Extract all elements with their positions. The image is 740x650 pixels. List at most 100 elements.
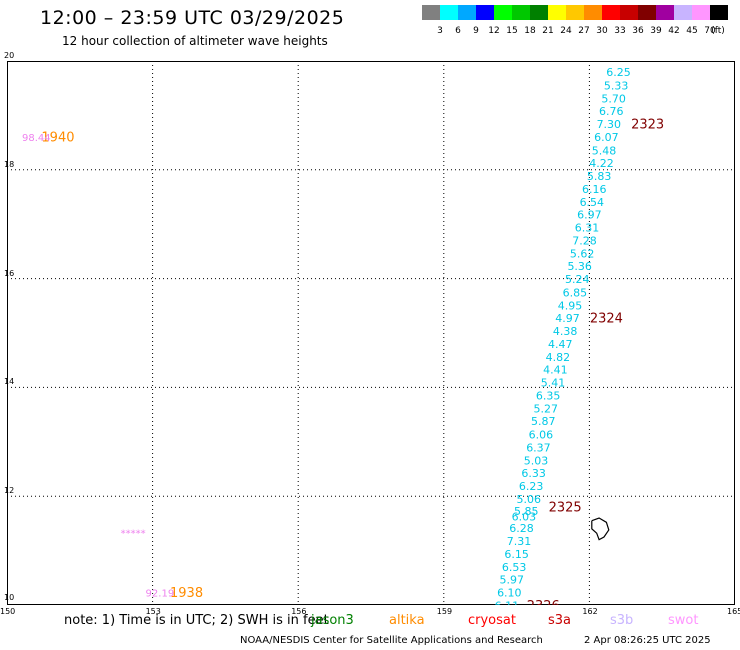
colorbar-label: 24 bbox=[560, 26, 572, 36]
swh-value: 7.28 bbox=[572, 235, 597, 248]
swh-value: 6.16 bbox=[582, 183, 607, 196]
pass-time-label: 2323 bbox=[631, 118, 664, 133]
lat-tick-label: 10 bbox=[4, 593, 15, 602]
footer-note: note: 1) Time is in UTC; 2) SWH is in fe… bbox=[64, 613, 329, 628]
swh-value: 5.83 bbox=[587, 170, 612, 183]
lon-tick-label: 162 bbox=[582, 607, 598, 616]
colorbar-swatch bbox=[494, 5, 512, 20]
colorbar-label: 30 bbox=[596, 26, 608, 36]
colorbar-swatch bbox=[602, 5, 620, 20]
colorbar-label: 15 bbox=[506, 26, 518, 36]
colorbar-swatch bbox=[620, 5, 638, 20]
swh-value: 6.10 bbox=[497, 587, 522, 600]
swh-value: 6.85 bbox=[563, 286, 588, 299]
colorbar-label: 12 bbox=[488, 26, 500, 36]
colorbar-swatch bbox=[656, 5, 674, 20]
lat-tick-label: 18 bbox=[4, 159, 15, 169]
colorbar-label: 6 bbox=[455, 26, 461, 36]
swh-value: 5.03 bbox=[524, 454, 549, 467]
colorbar-swatch bbox=[440, 5, 458, 20]
swh-value: 5.41 bbox=[541, 377, 566, 390]
swh-value: 5.24 bbox=[565, 273, 590, 286]
colorbar-label: 36 bbox=[632, 26, 644, 36]
swh-value: 6.06 bbox=[529, 428, 554, 441]
swh-value: 7.30 bbox=[597, 118, 622, 131]
swh-value: 6.76 bbox=[599, 105, 624, 118]
colorbar-label: 27 bbox=[578, 26, 590, 36]
colorbar-swatch bbox=[512, 5, 530, 20]
colorbar-label: 18 bbox=[524, 26, 536, 36]
swh-value: 6.28 bbox=[509, 522, 534, 535]
colorbar-label: 9 bbox=[473, 26, 479, 36]
swot-value: ***** bbox=[121, 529, 146, 540]
swh-value: 5.33 bbox=[604, 80, 629, 93]
swh-value: 4.82 bbox=[546, 351, 571, 364]
swh-value: 7.31 bbox=[507, 535, 532, 548]
satellite-altika: altika bbox=[389, 613, 425, 628]
swh-value: 6.97 bbox=[577, 208, 602, 221]
swh-value: 5.36 bbox=[567, 260, 592, 273]
colorbar-swatch bbox=[710, 5, 728, 20]
island-coastline bbox=[591, 517, 610, 541]
colorbar-label: 42 bbox=[668, 26, 680, 36]
pass-time-label: 2326 bbox=[527, 599, 560, 605]
colorbar-swatch bbox=[458, 5, 476, 20]
swh-value: 6.11 bbox=[495, 600, 520, 605]
colorbar-swatch bbox=[584, 5, 602, 20]
satellite-swot: swot bbox=[668, 613, 699, 628]
timestamp: 2 Apr 08:26:25 UTC 2025 bbox=[584, 635, 711, 646]
map-border bbox=[7, 61, 735, 605]
swot-value: 98.44 bbox=[22, 133, 51, 144]
lon-tick-label: 150 bbox=[0, 607, 16, 616]
colorbar-units: (ft) bbox=[711, 26, 725, 36]
colorbar-swatch bbox=[638, 5, 656, 20]
pass-time-label: 1938 bbox=[170, 586, 203, 601]
colorbar-swatch bbox=[530, 5, 548, 20]
swh-value: 6.23 bbox=[519, 480, 544, 493]
swh-value: 4.95 bbox=[558, 299, 583, 312]
swh-value: 6.33 bbox=[521, 467, 546, 480]
colorbar-label: 70 bbox=[704, 26, 716, 36]
swh-value: 6.25 bbox=[606, 66, 631, 79]
swh-value: 5.27 bbox=[533, 403, 558, 416]
swh-value: 4.47 bbox=[548, 338, 573, 351]
colorbar-label: 39 bbox=[650, 26, 662, 36]
swh-value: 6.35 bbox=[536, 390, 561, 403]
pass-time-label: 2325 bbox=[549, 501, 582, 516]
swh-value: 4.97 bbox=[555, 312, 580, 325]
colorbar-label: 33 bbox=[614, 26, 626, 36]
swh-value: 5.97 bbox=[499, 574, 524, 587]
lat-tick-label: 12 bbox=[4, 486, 15, 496]
wave-height-colorbar: 3 6 9 12 15 18 21 24 27 30 33 36 39 42 45 70 (ft) bbox=[422, 5, 732, 39]
swh-value: 5.62 bbox=[570, 248, 595, 261]
colorbar-swatch bbox=[476, 5, 494, 20]
swh-value: 4.38 bbox=[553, 325, 578, 338]
lon-tick-label: 159 bbox=[436, 607, 453, 616]
pass-time-label: 2324 bbox=[590, 311, 623, 326]
colorbar-swatch bbox=[692, 5, 710, 20]
swh-value: 6.37 bbox=[526, 441, 551, 454]
satellite-s3a: s3a bbox=[548, 613, 572, 628]
page-subtitle: 12 hour collection of altimeter wave hei… bbox=[62, 34, 328, 48]
swh-value: 6.07 bbox=[594, 131, 619, 144]
swh-value: 6.54 bbox=[580, 196, 605, 209]
colorbar-swatch bbox=[548, 5, 566, 20]
colorbar-swatch bbox=[566, 5, 584, 20]
satellite-cryosat: cryosat bbox=[468, 613, 516, 628]
lat-tick-label: 14 bbox=[4, 377, 15, 387]
swot-value: 92.19 bbox=[146, 589, 175, 600]
swh-value: 5.85 bbox=[514, 505, 539, 518]
lon-tick-label: 153 bbox=[145, 607, 161, 616]
satellite-s3b: s3b bbox=[610, 613, 634, 628]
swh-value: 5.70 bbox=[601, 93, 626, 106]
colorbar-label: 3 bbox=[437, 26, 443, 36]
swh-value: 5.06 bbox=[516, 493, 541, 506]
swh-value: 4.41 bbox=[543, 364, 568, 377]
page-title: 12:00 – 23:59 UTC 03/29/2025 bbox=[40, 7, 345, 29]
swh-value: 5.87 bbox=[531, 415, 556, 428]
credit-line: NOAA/NESDIS Center for Satellite Applica… bbox=[240, 635, 543, 646]
lon-tick-label: 165 bbox=[727, 607, 740, 616]
satellite-jason3: jason3 bbox=[311, 613, 354, 628]
colorbar-label: 45 bbox=[686, 26, 698, 36]
swh-value: 4.22 bbox=[589, 157, 614, 170]
